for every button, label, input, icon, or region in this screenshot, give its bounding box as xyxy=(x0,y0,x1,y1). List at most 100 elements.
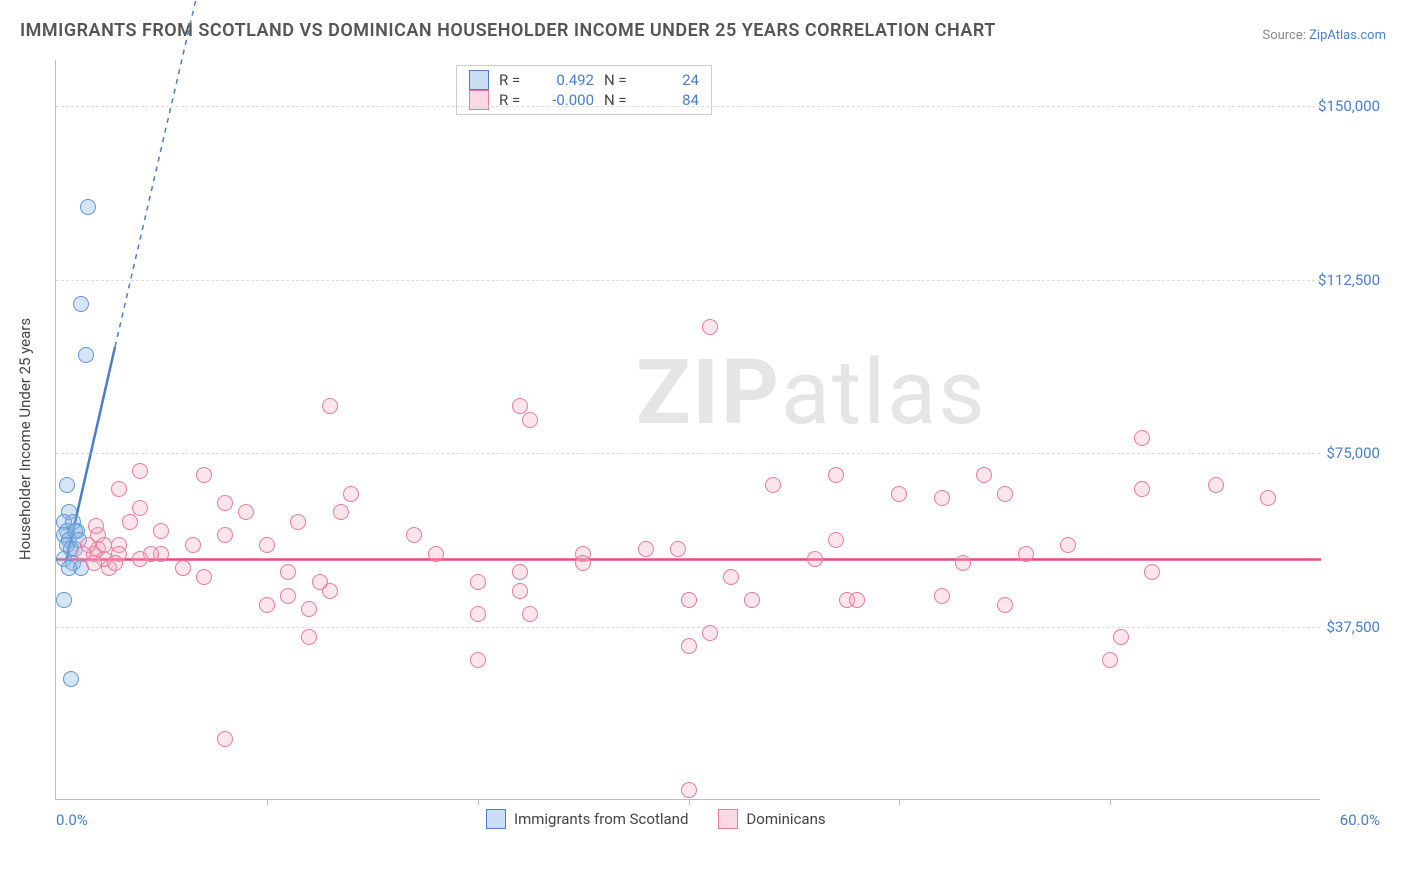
scatter-point xyxy=(997,486,1013,502)
scatter-point xyxy=(333,504,349,520)
y-axis-tick-label: $150,000 xyxy=(1318,97,1380,115)
scatter-point xyxy=(638,541,654,557)
scatter-point xyxy=(301,629,317,645)
trend-line-dashed xyxy=(115,0,214,347)
scatter-point xyxy=(217,527,233,543)
scatter-point xyxy=(976,467,992,483)
chart-area: Householder Income Under 25 years ZIPatl… xyxy=(55,60,1385,830)
source-link[interactable]: ZipAtlas.com xyxy=(1309,28,1386,43)
gridline-horizontal xyxy=(56,106,1320,107)
scatter-point xyxy=(107,555,123,571)
watermark: ZIPatlas xyxy=(636,340,987,445)
y-axis-tick-label: $75,000 xyxy=(1326,444,1380,462)
bottom-legend-item: Dominicans xyxy=(718,809,825,829)
scatter-point xyxy=(122,514,138,530)
scatter-point xyxy=(217,495,233,511)
scatter-point xyxy=(111,481,127,497)
scatter-point xyxy=(828,467,844,483)
scatter-point xyxy=(343,486,359,502)
scatter-point xyxy=(934,490,950,506)
watermark-light: atlas xyxy=(781,340,987,445)
scatter-point xyxy=(259,597,275,613)
scatter-point xyxy=(470,606,486,622)
legend-label: Immigrants from Scotland xyxy=(514,810,688,828)
scatter-point xyxy=(238,504,254,520)
scatter-point xyxy=(470,652,486,668)
legend-swatch xyxy=(718,809,738,829)
scatter-point xyxy=(807,551,823,567)
scatter-point xyxy=(259,537,275,553)
x-axis-tick xyxy=(899,799,900,805)
scatter-point xyxy=(1113,629,1129,645)
scatter-point xyxy=(575,555,591,571)
x-axis-tick xyxy=(689,799,690,805)
scatter-point xyxy=(1102,652,1118,668)
watermark-bold: ZIP xyxy=(636,340,781,445)
x-axis-tick xyxy=(478,799,479,805)
scatter-point xyxy=(1208,477,1224,493)
chart-title: IMMIGRANTS FROM SCOTLAND VS DOMINICAN HO… xyxy=(20,20,996,41)
x-axis-tick xyxy=(1110,799,1111,805)
scatter-point xyxy=(80,199,96,215)
source-prefix: Source: xyxy=(1262,28,1309,43)
x-axis-tick xyxy=(267,799,268,805)
bottom-legend-item: Immigrants from Scotland xyxy=(486,809,688,829)
scatter-point xyxy=(63,671,79,687)
scatter-point xyxy=(280,588,296,604)
scatter-point xyxy=(744,592,760,608)
scatter-point xyxy=(132,551,148,567)
scatter-point xyxy=(78,347,94,363)
scatter-point xyxy=(1060,537,1076,553)
scatter-point xyxy=(997,597,1013,613)
x-axis-min-label: 0.0% xyxy=(56,811,88,829)
y-axis-tick-label: $112,500 xyxy=(1318,271,1380,289)
scatter-point xyxy=(934,588,950,604)
scatter-point xyxy=(217,731,233,747)
scatter-point xyxy=(196,467,212,483)
scatter-point xyxy=(955,555,971,571)
scatter-point xyxy=(765,477,781,493)
scatter-point xyxy=(670,541,686,557)
scatter-point xyxy=(61,560,77,576)
n-value: 24 xyxy=(644,71,699,89)
scatter-point xyxy=(512,583,528,599)
scatter-point xyxy=(681,782,697,798)
r-label: R = xyxy=(499,71,529,89)
scatter-point xyxy=(59,477,75,493)
scatter-point xyxy=(185,537,201,553)
scatter-point xyxy=(322,398,338,414)
scatter-point xyxy=(428,546,444,562)
scatter-point xyxy=(891,486,907,502)
n-label: N = xyxy=(604,71,634,89)
scatter-point xyxy=(175,560,191,576)
scatter-point xyxy=(828,532,844,548)
scatter-point xyxy=(96,537,112,553)
trend-lines-svg xyxy=(56,60,1321,800)
scatter-point xyxy=(702,319,718,335)
scatter-point xyxy=(1260,490,1276,506)
gridline-horizontal xyxy=(56,627,1320,628)
scatter-point xyxy=(132,463,148,479)
source-attribution: Source: ZipAtlas.com xyxy=(1262,28,1386,43)
scatter-point xyxy=(132,500,148,516)
x-axis-max-label: 60.0% xyxy=(1340,811,1380,829)
correlation-legend-row: R = 0.492 N = 24 xyxy=(469,70,699,90)
scatter-point xyxy=(73,296,89,312)
scatter-point xyxy=(512,564,528,580)
scatter-point xyxy=(88,518,104,534)
scatter-point xyxy=(196,569,212,585)
scatter-point xyxy=(1144,564,1160,580)
scatter-point xyxy=(849,592,865,608)
correlation-legend: R =0.492N =24R =-0.000N =84 xyxy=(456,65,712,115)
scatter-point xyxy=(512,398,528,414)
scatter-point xyxy=(1134,481,1150,497)
scatter-point xyxy=(1018,546,1034,562)
scatter-point xyxy=(280,564,296,580)
scatter-point xyxy=(681,638,697,654)
r-value: 0.492 xyxy=(539,71,594,89)
scatter-point xyxy=(723,569,739,585)
scatter-point xyxy=(312,574,328,590)
scatter-point xyxy=(681,592,697,608)
y-axis-tick-label: $37,500 xyxy=(1326,618,1380,636)
scatter-point xyxy=(470,574,486,590)
